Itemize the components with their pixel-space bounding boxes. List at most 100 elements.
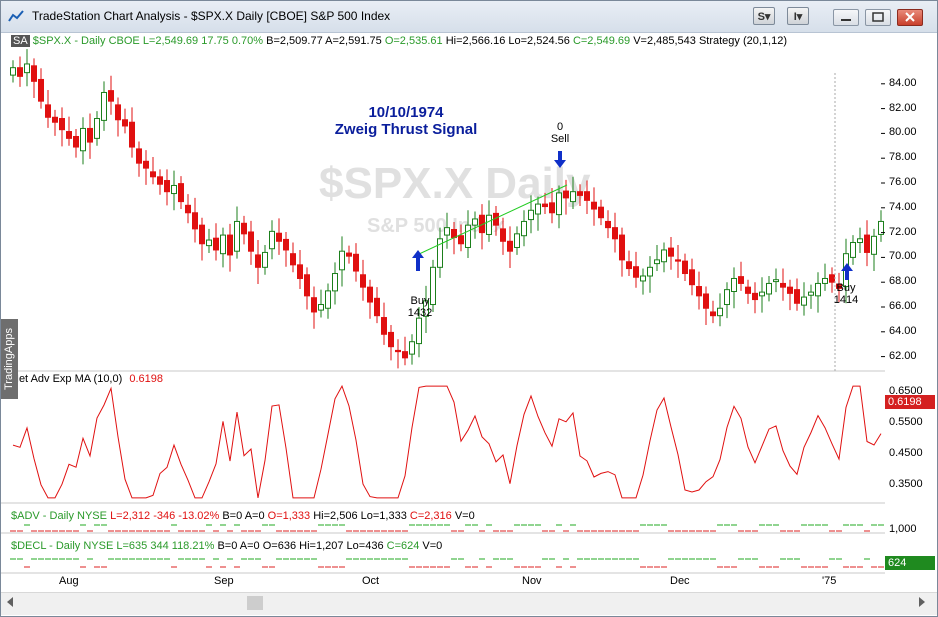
candle-body xyxy=(347,253,352,256)
tradingapps-side-tab[interactable]: TradingApps xyxy=(1,319,18,399)
indicator-line xyxy=(13,386,881,498)
sell-arrow-icon xyxy=(553,151,567,169)
candle-body xyxy=(851,243,856,258)
candle-body xyxy=(382,318,387,335)
candle-body xyxy=(522,221,527,235)
candle-body xyxy=(284,239,289,250)
candle-body xyxy=(634,267,639,278)
candle-body xyxy=(417,318,422,343)
close-button[interactable] xyxy=(897,9,923,26)
candle-body xyxy=(578,192,583,196)
candle-body xyxy=(158,177,163,184)
price-axis-tick-label: 68.00 xyxy=(889,275,917,287)
candle-body xyxy=(732,278,737,291)
scroll-right-arrow-icon[interactable] xyxy=(919,597,925,607)
decl-panel-label: $DECL - Daily NYSE L=635 344 118.21% B=0… xyxy=(11,540,442,552)
price-axis-tick-label: 80.00 xyxy=(889,126,917,138)
candle-body xyxy=(67,132,72,139)
candle-body xyxy=(116,105,121,120)
candle-body xyxy=(95,119,100,139)
candle-body xyxy=(179,184,184,202)
buy-arrow-icon xyxy=(411,250,425,272)
candle-body xyxy=(641,276,646,281)
symbol-link-s-button[interactable]: S▾ xyxy=(753,7,775,25)
candle-body xyxy=(865,235,870,252)
candle-body xyxy=(704,294,709,308)
sell-qty: 0 xyxy=(548,121,572,133)
indicator-axis-tick-label: 0.5500 xyxy=(889,416,923,428)
indicator-value-tag: 0.6198 xyxy=(885,395,935,409)
candle-body xyxy=(221,235,226,254)
candle-body xyxy=(858,239,863,243)
adv-symbol: $ADV - Daily xyxy=(11,510,74,522)
decl-low: Lo=436 xyxy=(347,540,384,552)
candle-body xyxy=(396,350,401,351)
title-bar[interactable]: TradeStation Chart Analysis - $SPX.X Dai… xyxy=(1,1,937,33)
scroll-thumb[interactable] xyxy=(247,596,263,610)
decl-value-tag: 624 xyxy=(885,556,935,570)
candle-body xyxy=(354,254,359,271)
i-button-label: I xyxy=(794,11,797,23)
price-axis-tick-label: 78.00 xyxy=(889,151,917,163)
candle-body xyxy=(599,207,604,218)
horizontal-scrollbar[interactable] xyxy=(1,592,937,615)
adv-change: -346 xyxy=(153,510,175,522)
decl-pct: 118.21% xyxy=(172,540,215,552)
annotation-signal: Zweig Thrust Signal xyxy=(311,121,501,138)
candle-body xyxy=(25,64,30,73)
buy-qty-2: 1414 xyxy=(830,294,862,306)
candle-body xyxy=(375,298,380,315)
candle-body xyxy=(333,274,338,291)
candle-body xyxy=(256,255,261,267)
candle-body xyxy=(529,210,534,219)
candle-body xyxy=(571,192,576,202)
candle-body xyxy=(46,105,51,117)
decl-ask: A=0 xyxy=(240,540,260,552)
candlestick-series xyxy=(11,49,886,368)
candle-body xyxy=(487,215,492,234)
price-axis-tick-label: 76.00 xyxy=(889,176,917,188)
candle-body xyxy=(165,181,170,192)
candle-body xyxy=(207,240,212,246)
candle-body xyxy=(550,203,555,213)
s-button-label: S xyxy=(758,11,765,23)
adv-volume: V=0 xyxy=(455,510,475,522)
candle-body xyxy=(676,260,681,261)
candle-body xyxy=(725,290,730,305)
candle-body xyxy=(585,192,590,201)
indicator-axis-tick-label: 0.4500 xyxy=(889,447,923,459)
indicator-panel-label: Net Adv Exp MA (10,0) 0.6198 xyxy=(11,373,163,385)
candle-body xyxy=(508,241,513,251)
price-axis-tick-label: 74.00 xyxy=(889,201,917,213)
adv-panel-label: $ADV - Daily NYSE L=2,312 -346 -13.02% B… xyxy=(11,510,475,522)
candle-body xyxy=(445,228,450,235)
candle-body xyxy=(368,287,373,302)
candle-body xyxy=(298,265,303,279)
sell-label: Sell xyxy=(548,133,572,145)
candle-body xyxy=(620,235,625,260)
candle-body xyxy=(690,270,695,285)
candle-body xyxy=(746,287,751,293)
candle-body xyxy=(319,305,324,311)
adv-bid: B=0 xyxy=(222,510,242,522)
candle-body xyxy=(788,287,793,293)
maximize-button[interactable] xyxy=(865,9,891,26)
scroll-left-arrow-icon[interactable] xyxy=(7,597,13,607)
candle-body xyxy=(214,238,219,250)
candle-body xyxy=(235,221,240,251)
interval-link-i-button[interactable]: I▾ xyxy=(787,7,809,25)
candle-body xyxy=(795,290,800,304)
price-axis-tick-label: 82.00 xyxy=(889,102,917,114)
candle-body xyxy=(263,252,268,267)
candle-body xyxy=(291,254,296,265)
candle-body xyxy=(410,342,415,354)
candle-body xyxy=(18,68,23,77)
adv-pct: -13.02% xyxy=(178,510,219,522)
decl-bid: B=0 xyxy=(217,540,237,552)
close-icon xyxy=(898,10,922,25)
candle-body xyxy=(669,248,674,256)
candle-body xyxy=(648,267,653,276)
candle-body xyxy=(543,204,548,206)
minimize-button[interactable] xyxy=(833,9,859,26)
adv-low: Lo=1,333 xyxy=(361,510,407,522)
